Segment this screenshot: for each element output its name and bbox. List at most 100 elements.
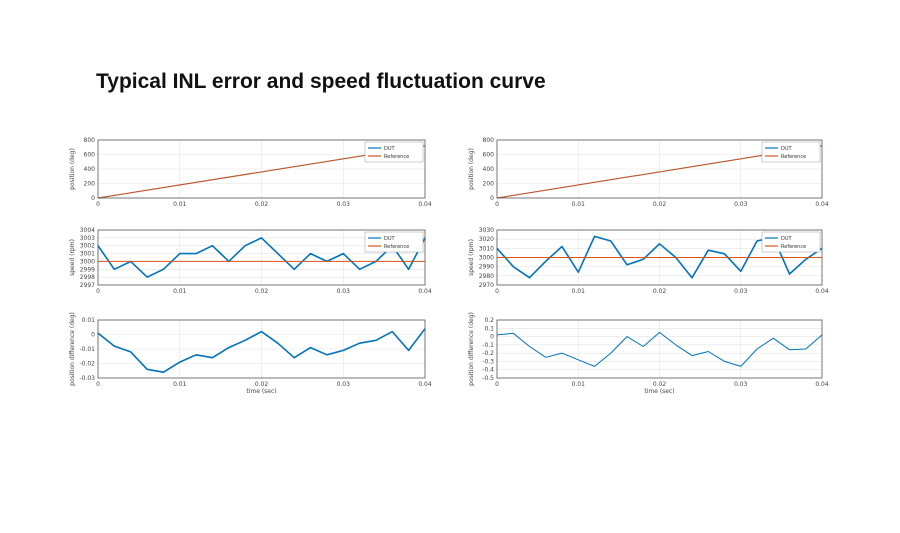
series-line-dut xyxy=(97,328,426,374)
legend-label: Reference xyxy=(384,244,409,250)
y-tick-label: 600 xyxy=(84,152,96,159)
y-axis-label: speed (rpm) xyxy=(468,239,475,276)
y-tick-label: 0.01 xyxy=(82,317,96,324)
series-line-dut xyxy=(496,331,823,367)
legend-label: DUT xyxy=(384,146,396,152)
x-tick-label: 0.04 xyxy=(418,381,432,388)
y-tick-label: 800 xyxy=(84,137,96,144)
y-tick-label: -0.2 xyxy=(482,350,494,357)
y-tick-label: 3000 xyxy=(479,255,494,262)
x-tick-label: 0.02 xyxy=(653,381,667,388)
legend-label: DUT xyxy=(384,236,396,242)
y-axis-label: speed (rpm) xyxy=(69,239,76,276)
y-tick-label: -0.4 xyxy=(482,367,494,374)
y-tick-label: 2999 xyxy=(80,266,95,273)
chart-panel-3: 0 0.01 0.02 0.03 0.04 -0.03 -0.02 -0.01 0 0.01 pos… xyxy=(69,312,432,395)
legend: DUT Reference xyxy=(364,231,424,253)
legend: DUT Reference xyxy=(761,231,821,253)
legend-box xyxy=(761,141,821,163)
y-tick-label: 0 xyxy=(490,195,494,202)
x-tick-label: 0.01 xyxy=(572,381,586,388)
y-tick-label: -0.03 xyxy=(79,375,95,382)
x-tick-label: 0 xyxy=(495,381,499,388)
y-tick-label: 2998 xyxy=(80,274,95,281)
y-axis-label: position (deg) xyxy=(69,148,76,190)
y-tick-label: 3020 xyxy=(479,236,494,243)
axes-frame xyxy=(496,229,823,286)
x-tick-label: 0 xyxy=(495,201,499,208)
y-tick-label: 2980 xyxy=(479,273,494,280)
x-tick-label: 0.03 xyxy=(734,381,748,388)
x-tick-label: 0.03 xyxy=(337,201,351,208)
series-line-dut xyxy=(97,237,426,278)
y-tick-label: 200 xyxy=(483,181,495,188)
x-axis-label: time (sec) xyxy=(246,388,276,395)
axes-frame xyxy=(97,319,426,379)
y-tick-label: 0.1 xyxy=(484,325,494,332)
x-tick-label: 0.02 xyxy=(653,288,667,295)
y-axis-label: position (deg) xyxy=(468,148,475,190)
legend-label: Reference xyxy=(781,244,806,250)
x-tick-label: 0.02 xyxy=(653,201,667,208)
chart-panel-5: 0 0.01 0.02 0.03 0.04 2970 2980 2990 3000 3010 302… xyxy=(468,227,829,295)
legend: DUT Reference xyxy=(364,141,424,163)
x-tick-label: 0.03 xyxy=(734,288,748,295)
x-tick-label: 0.01 xyxy=(572,288,586,295)
x-tick-label: 0.03 xyxy=(337,288,351,295)
axes-frame xyxy=(496,139,823,199)
y-tick-label: 0.2 xyxy=(484,317,494,324)
legend-label: Reference xyxy=(781,154,806,160)
x-tick-label: 0.02 xyxy=(255,201,269,208)
x-tick-label: 0.03 xyxy=(734,201,748,208)
chart-panel-1: 0 0.01 0.02 0.03 0.04 0 200 400 600 800 position (… xyxy=(69,137,432,208)
y-tick-label: 0 xyxy=(490,334,494,341)
y-axis-label: position difference (deg) xyxy=(468,312,475,386)
axes-frame xyxy=(97,229,426,286)
y-tick-label: 0 xyxy=(91,195,95,202)
y-tick-label: -0.1 xyxy=(482,342,494,349)
x-tick-label: 0.01 xyxy=(173,201,187,208)
x-tick-label: 0.04 xyxy=(815,381,829,388)
chart-panel-4: 0 0.01 0.02 0.03 0.04 0 200 400 600 800 position (… xyxy=(468,137,829,208)
y-tick-label: -0.01 xyxy=(79,346,95,353)
y-tick-label: 3003 xyxy=(80,235,95,242)
axes-frame xyxy=(496,319,823,379)
x-tick-label: 0.02 xyxy=(255,288,269,295)
x-tick-label: 0 xyxy=(96,288,100,295)
x-tick-label: 0 xyxy=(96,201,100,208)
chart-panel-2: 0 0.01 0.02 0.03 0.0429972998299930003001300… xyxy=(69,227,432,295)
legend-box xyxy=(761,231,821,253)
axes-frame xyxy=(97,139,426,199)
legend-box xyxy=(364,141,424,163)
chart-panel-6: 0 0.01 0.02 0.03 0.04-0.5-0.4-0.3-0.2-0.100.… xyxy=(468,312,829,395)
x-tick-label: 0 xyxy=(495,288,499,295)
y-axis-label: position difference (deg) xyxy=(69,312,76,386)
legend-label: DUT xyxy=(781,146,793,152)
x-tick-label: 0.04 xyxy=(418,201,432,208)
y-tick-label: 400 xyxy=(84,166,96,173)
y-tick-label: -0.3 xyxy=(482,358,494,365)
y-tick-label: 3001 xyxy=(80,251,95,258)
legend: DUT Reference xyxy=(761,141,821,163)
y-tick-label: 3010 xyxy=(479,245,494,252)
y-tick-label: 3030 xyxy=(479,227,494,234)
y-tick-label: 200 xyxy=(84,181,96,188)
x-tick-label: 0.01 xyxy=(173,288,187,295)
y-tick-label: 3000 xyxy=(80,258,95,265)
x-tick-label: 0.04 xyxy=(418,288,432,295)
y-tick-label: 2997 xyxy=(80,282,95,289)
y-tick-label: 600 xyxy=(483,152,495,159)
x-tick-label: 0.01 xyxy=(173,381,187,388)
y-tick-label: 800 xyxy=(483,137,495,144)
y-tick-label: 3002 xyxy=(80,243,95,250)
legend-label: Reference xyxy=(384,154,409,160)
x-tick-label: 0.04 xyxy=(815,288,829,295)
x-tick-label: 0.01 xyxy=(572,201,586,208)
y-tick-label: 2970 xyxy=(479,282,494,289)
y-tick-label: 3004 xyxy=(80,227,95,234)
x-tick-label: 0.04 xyxy=(815,201,829,208)
legend-box xyxy=(364,231,424,253)
x-tick-label: 0.02 xyxy=(255,381,269,388)
y-tick-label: -0.02 xyxy=(79,361,95,368)
